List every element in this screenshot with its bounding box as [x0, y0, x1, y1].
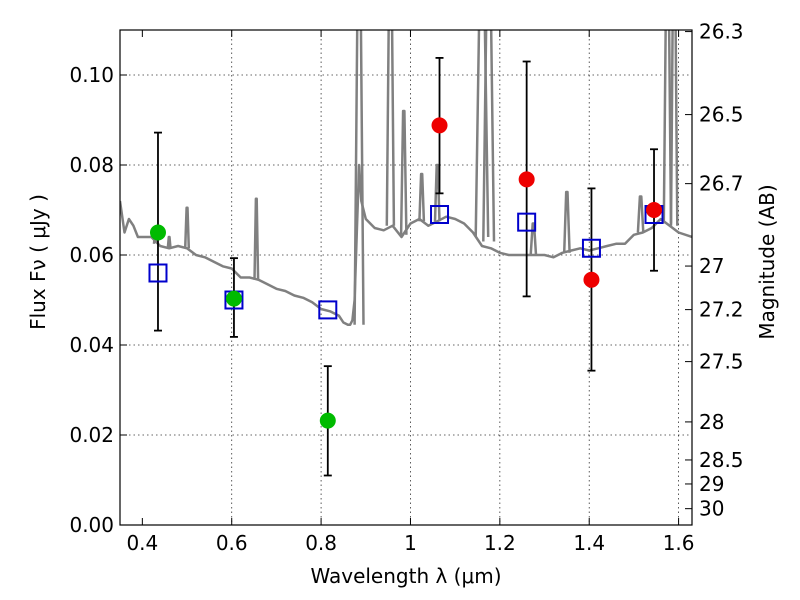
mag-tick-label: 27.2: [699, 298, 744, 322]
template-spectrum-line-feature: [482, 30, 496, 242]
observed-flux-red-point: [518, 171, 535, 188]
y-tick-label: 0.08: [69, 153, 114, 177]
y-axis-label: Flux Fν ( μJy ): [26, 194, 50, 330]
template-spectrum-line-feature: [562, 190, 571, 253]
model-flux-square: [318, 300, 338, 320]
template-spectrum-line-feature: [669, 30, 679, 226]
y-tick-label: 0.02: [69, 423, 114, 447]
mag-tick-label: 26.3: [699, 20, 744, 44]
mag-tick-label: 28.5: [699, 448, 744, 472]
template-spectrum-line-feature: [253, 197, 260, 280]
observed-flux-green-point: [319, 412, 336, 429]
template-spectrum-line-feature: [418, 172, 426, 222]
mag-tick-label: 27: [699, 254, 724, 278]
model-flux-square: [517, 212, 537, 232]
template-spectrum-line-feature: [662, 30, 673, 224]
template-spectrum-line-feature: [399, 109, 408, 235]
template-spectrum-line-feature: [385, 30, 396, 226]
observed-flux-red-point: [646, 202, 663, 218]
template-spectrum-line-feature: [183, 206, 191, 249]
x-tick-label: 1: [404, 531, 417, 555]
plot-frame: [119, 29, 693, 526]
x-tick-label: 1.6: [663, 531, 695, 555]
observed-flux-green-point: [225, 290, 242, 307]
y-tick-label: 0.04: [69, 333, 114, 357]
template-spectrum-line-feature: [166, 235, 172, 249]
mag-tick-label: 28: [699, 410, 724, 434]
mag-tick-label: 26.5: [699, 103, 744, 127]
template-spectrum-line: [120, 163, 692, 327]
mag-tick-label: 27.5: [699, 350, 744, 374]
x-tick-label: 1.4: [573, 531, 605, 555]
model-flux-square: [148, 263, 168, 283]
mag-tick-label: 26.7: [699, 172, 744, 196]
model-flux-square: [430, 205, 450, 224]
x-axis-label: Wavelength λ (μm): [310, 564, 501, 588]
template-spectrum-line-feature: [636, 195, 645, 233]
data-markers: [148, 117, 664, 429]
model-flux-square: [581, 238, 601, 258]
x-tick-label: 0.4: [126, 531, 158, 555]
x-tick-label: 0.6: [216, 531, 248, 555]
mag-tick-label: 29: [699, 472, 724, 496]
y-tick-label: 0.06: [69, 243, 114, 267]
template-spectrum-line-feature: [529, 222, 538, 256]
observed-flux-red-point: [583, 271, 600, 288]
x-tick-label: 0.8: [305, 531, 337, 555]
y-tick-label: 0.10: [69, 63, 114, 87]
observed-flux-red-point: [431, 117, 448, 134]
template-spectrum: [120, 30, 692, 327]
mag-tick-label: 30: [699, 497, 724, 521]
axis-ticks: 0.4 0.6 0.8 1 1.2 1.4 1.6 0.00 0.02 0.04 0.06 0.08 0…: [69, 20, 743, 555]
x-tick-label: 1.2: [484, 531, 516, 555]
observed-flux-green-point: [149, 224, 166, 241]
y-tick-label: 0.00: [69, 513, 114, 537]
template-spectrum-line-feature: [353, 30, 365, 325]
y2-axis-label: Magnitude (AB): [755, 184, 779, 339]
